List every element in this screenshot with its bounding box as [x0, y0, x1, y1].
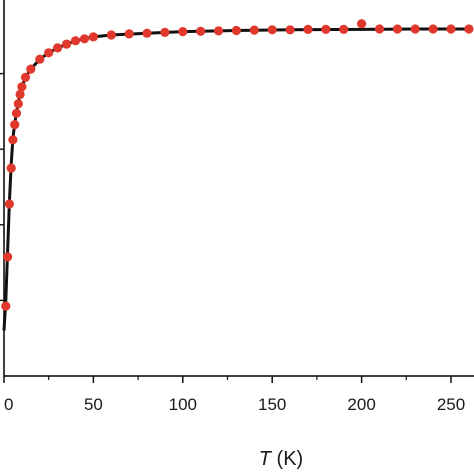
data-point	[53, 43, 63, 53]
x-tick-label: 200	[347, 395, 375, 414]
data-point	[428, 24, 438, 34]
data-point	[11, 108, 22, 118]
data-point	[196, 26, 206, 36]
data-points	[1, 19, 474, 311]
data-point	[6, 163, 16, 173]
data-point	[410, 24, 420, 34]
data-point	[267, 25, 277, 35]
data-point	[20, 72, 31, 82]
data-point	[231, 25, 241, 36]
data-point	[15, 89, 25, 99]
data-point	[160, 27, 170, 37]
data-point	[285, 25, 295, 35]
data-point	[35, 54, 45, 64]
x-tick-label: 250	[437, 395, 465, 414]
data-point	[464, 24, 474, 34]
data-point	[3, 252, 13, 262]
data-point	[62, 39, 72, 49]
data-point	[357, 19, 367, 29]
data-point	[374, 24, 385, 34]
data-point	[142, 28, 152, 38]
data-point	[70, 36, 81, 46]
data-point	[303, 24, 313, 34]
data-point	[214, 26, 224, 36]
x-tick-label: 0	[4, 395, 13, 414]
data-point	[88, 32, 98, 42]
data-point	[249, 25, 259, 35]
x-tick-labels: 0 50 100 150 200 250	[4, 395, 465, 414]
data-point	[10, 120, 20, 130]
data-point	[178, 27, 188, 37]
data-point	[392, 24, 402, 34]
data-point	[339, 24, 349, 34]
fit-curve	[2, 27, 469, 331]
x-axis-symbol: T	[259, 448, 273, 470]
data-point	[79, 34, 90, 44]
data-point	[124, 29, 134, 39]
x-axis-label: T (K)	[259, 448, 303, 470]
data-point	[13, 99, 23, 109]
x-axis-ticks	[3, 376, 452, 383]
x-tick-label: 50	[84, 395, 103, 414]
data-point	[446, 24, 456, 34]
y-axis-ticks	[0, 72, 4, 302]
x-tick-label: 100	[169, 395, 197, 414]
data-point	[321, 24, 331, 34]
data-point	[17, 82, 27, 92]
data-point	[8, 135, 18, 145]
plot-frame	[3, 0, 474, 377]
x-axis-unit: (K)	[271, 448, 303, 470]
data-point	[1, 301, 11, 311]
data-point	[44, 48, 54, 58]
data-point	[4, 199, 15, 209]
data-point	[26, 64, 36, 74]
x-tick-label: 150	[258, 395, 286, 414]
data-point	[106, 30, 116, 40]
